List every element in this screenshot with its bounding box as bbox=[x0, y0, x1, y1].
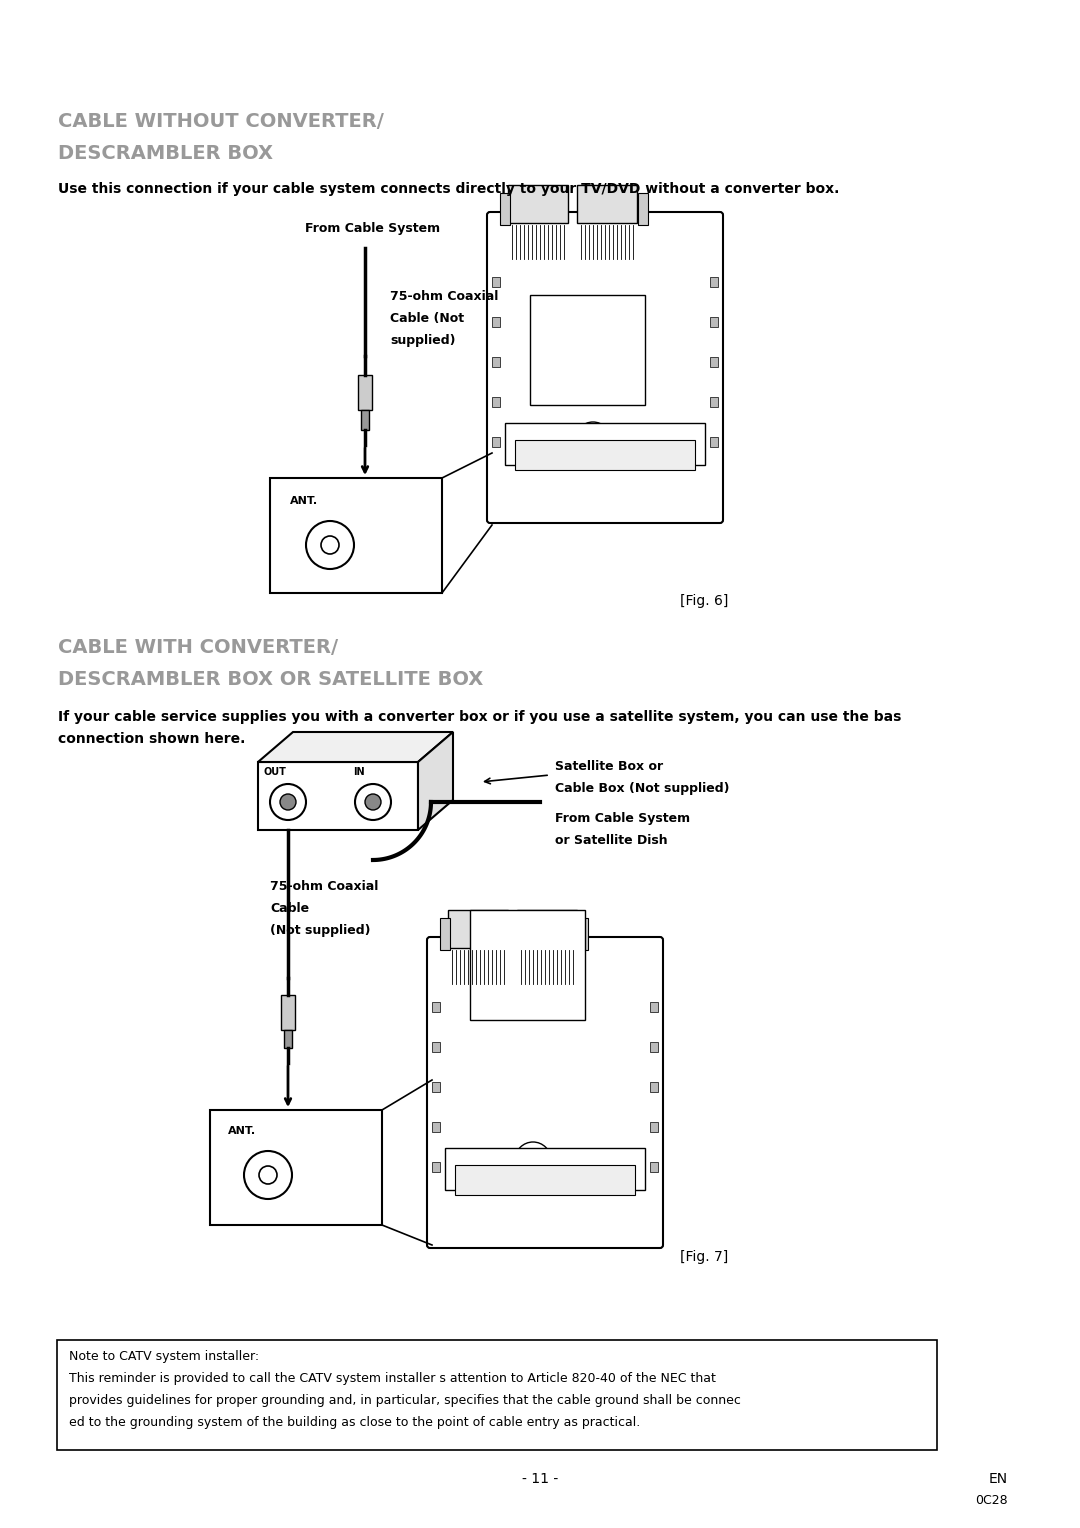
Text: If your cable service supplies you with a converter box or if you use a satellit: If your cable service supplies you with … bbox=[58, 711, 902, 724]
Bar bbox=[440, 918, 450, 950]
Text: [Fig. 7]: [Fig. 7] bbox=[680, 1250, 728, 1264]
Bar bbox=[448, 911, 508, 947]
Text: ANT.: ANT. bbox=[228, 1126, 256, 1135]
Text: CABLE WITHOUT CONVERTER/: CABLE WITHOUT CONVERTER/ bbox=[58, 112, 383, 131]
Bar bbox=[650, 1002, 658, 1012]
Text: - 11 -: - 11 - bbox=[522, 1471, 558, 1487]
Text: connection shown here.: connection shown here. bbox=[58, 732, 245, 746]
Circle shape bbox=[575, 422, 611, 458]
Text: CABLE WITH CONVERTER/: CABLE WITH CONVERTER/ bbox=[58, 639, 338, 657]
Bar bbox=[650, 1122, 658, 1132]
Circle shape bbox=[306, 521, 354, 568]
Circle shape bbox=[259, 1166, 276, 1184]
Text: or Satellite Dish: or Satellite Dish bbox=[555, 834, 667, 847]
Bar bbox=[432, 1161, 440, 1172]
FancyBboxPatch shape bbox=[487, 212, 723, 523]
Text: DESCRAMBLER BOX OR SATELLITE BOX: DESCRAMBLER BOX OR SATELLITE BOX bbox=[58, 669, 483, 689]
Bar bbox=[508, 185, 568, 223]
Polygon shape bbox=[361, 410, 369, 429]
Bar bbox=[710, 316, 718, 327]
Text: 75-ohm Coaxial: 75-ohm Coaxial bbox=[390, 290, 498, 303]
Bar bbox=[650, 1042, 658, 1051]
Bar bbox=[270, 478, 442, 593]
Polygon shape bbox=[258, 732, 453, 762]
Polygon shape bbox=[357, 374, 372, 410]
Polygon shape bbox=[418, 732, 453, 830]
FancyBboxPatch shape bbox=[427, 937, 663, 1248]
Polygon shape bbox=[284, 1030, 292, 1048]
Circle shape bbox=[244, 1151, 292, 1199]
Bar bbox=[470, 911, 585, 1021]
Text: ed to the grounding system of the building as close to the point of cable entry : ed to the grounding system of the buildi… bbox=[69, 1416, 640, 1429]
Text: provides guidelines for proper grounding and, in particular, specifies that the : provides guidelines for proper grounding… bbox=[69, 1394, 741, 1407]
Bar bbox=[432, 1122, 440, 1132]
Bar bbox=[515, 440, 696, 471]
Bar bbox=[492, 316, 500, 327]
Bar bbox=[710, 437, 718, 448]
Bar bbox=[710, 397, 718, 406]
Bar bbox=[492, 437, 500, 448]
Polygon shape bbox=[281, 995, 295, 1030]
Bar bbox=[432, 1082, 440, 1093]
Bar bbox=[492, 277, 500, 287]
Bar bbox=[445, 1148, 645, 1190]
Circle shape bbox=[525, 1152, 541, 1167]
Bar bbox=[578, 918, 588, 950]
Circle shape bbox=[270, 784, 306, 821]
Bar bbox=[710, 358, 718, 367]
Bar bbox=[577, 185, 637, 223]
Bar bbox=[650, 1161, 658, 1172]
Text: ANT.: ANT. bbox=[291, 497, 319, 506]
Text: 75-ohm Coaxial: 75-ohm Coaxial bbox=[270, 880, 378, 892]
Bar bbox=[650, 1082, 658, 1093]
Text: OUT: OUT bbox=[264, 767, 286, 778]
Circle shape bbox=[365, 795, 381, 810]
Circle shape bbox=[585, 432, 600, 448]
Bar bbox=[455, 1164, 635, 1195]
Text: Cable: Cable bbox=[270, 902, 309, 915]
Bar bbox=[432, 1042, 440, 1051]
Bar bbox=[530, 295, 645, 405]
Text: Satellite Box or: Satellite Box or bbox=[555, 759, 663, 773]
Bar bbox=[492, 358, 500, 367]
Text: [Fig. 6]: [Fig. 6] bbox=[680, 594, 728, 608]
Bar bbox=[210, 1109, 382, 1225]
Text: supplied): supplied) bbox=[390, 335, 456, 347]
Text: Note to CATV system installer:: Note to CATV system installer: bbox=[69, 1351, 259, 1363]
Bar bbox=[432, 1002, 440, 1012]
Text: Use this connection if your cable system connects directly to your TV/DVD withou: Use this connection if your cable system… bbox=[58, 182, 839, 196]
Text: 0C28: 0C28 bbox=[975, 1494, 1008, 1507]
Text: (Not supplied): (Not supplied) bbox=[270, 924, 370, 937]
Circle shape bbox=[355, 784, 391, 821]
Bar bbox=[57, 1340, 937, 1450]
Bar bbox=[258, 762, 418, 830]
Bar bbox=[638, 193, 648, 225]
Text: Cable (Not: Cable (Not bbox=[390, 312, 464, 325]
Text: This reminder is provided to call the CATV system installer s attention to Artic: This reminder is provided to call the CA… bbox=[69, 1372, 716, 1384]
Bar bbox=[517, 911, 577, 947]
Text: IN: IN bbox=[353, 767, 365, 778]
Bar bbox=[492, 397, 500, 406]
Bar bbox=[500, 193, 510, 225]
Circle shape bbox=[321, 536, 339, 555]
Bar bbox=[710, 277, 718, 287]
Circle shape bbox=[280, 795, 296, 810]
Text: EN: EN bbox=[989, 1471, 1008, 1487]
Text: Cable Box (Not supplied): Cable Box (Not supplied) bbox=[555, 782, 729, 795]
Circle shape bbox=[515, 1141, 551, 1178]
Text: DESCRAMBLER BOX: DESCRAMBLER BOX bbox=[58, 144, 273, 163]
Bar bbox=[505, 423, 705, 465]
Text: From Cable System: From Cable System bbox=[555, 811, 690, 825]
Text: From Cable System: From Cable System bbox=[305, 222, 441, 235]
